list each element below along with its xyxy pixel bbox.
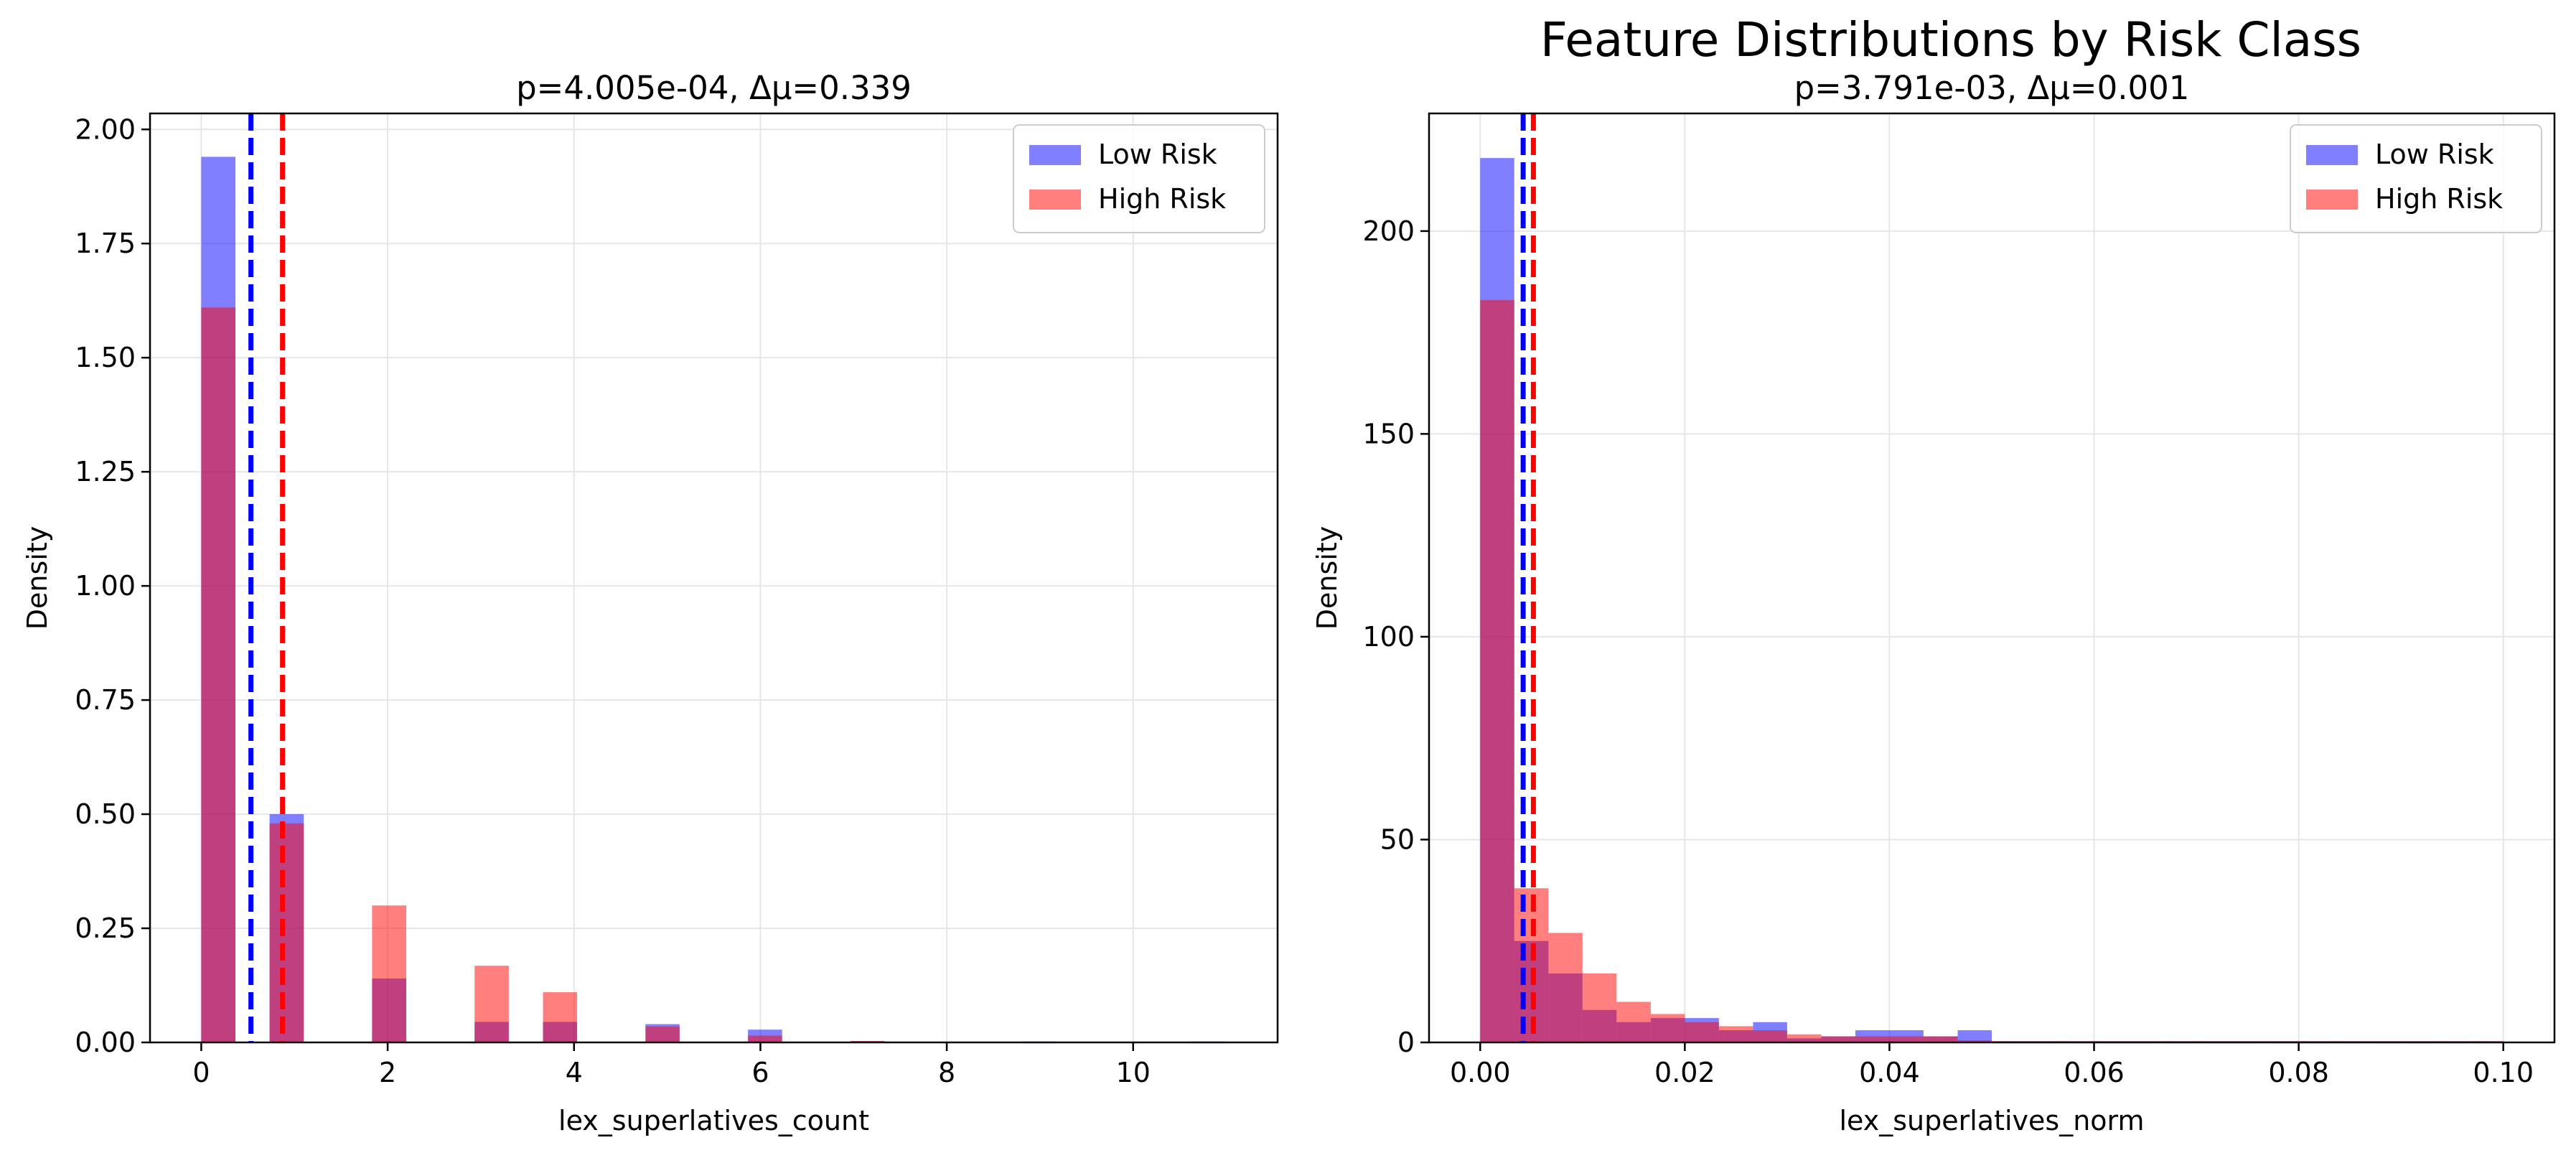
high-risk-legend-label: High Risk	[2375, 183, 2503, 215]
x-tick-label: 6	[751, 1057, 769, 1088]
high-risk-bar	[201, 307, 236, 1042]
high-risk-bar	[1616, 1001, 1651, 1042]
x-tick-label: 0.10	[2473, 1057, 2534, 1088]
high-risk-legend-label: High Risk	[1098, 183, 1226, 215]
x-tick-label: 0.06	[2064, 1057, 2125, 1088]
x-tick-label: 0.08	[2268, 1057, 2329, 1088]
panel-title: p=3.791e-03, Δμ=0.001	[1794, 69, 2190, 107]
y-tick-label: 150	[1362, 418, 1415, 449]
y-tick-label: 0.25	[75, 912, 136, 944]
high-risk-bar	[474, 966, 509, 1042]
y-tick-label: 100	[1362, 621, 1415, 653]
low-risk-legend-label: Low Risk	[2375, 139, 2494, 170]
y-tick-label: 1.00	[75, 570, 136, 602]
axes-frame	[1428, 112, 2556, 1044]
x-tick-label: 8	[938, 1057, 955, 1088]
high-risk-bar	[1582, 973, 1617, 1042]
high-risk-bar	[1685, 1022, 1719, 1042]
y-tick-label: 0.50	[75, 798, 136, 830]
legend: Low Risk High Risk	[1013, 124, 1265, 233]
histogram-panel-count: 0.00 0.25 0.50 0.75 1.00 1.25 1.50 1.75 2.00 0 2 4 6…	[22, 69, 1279, 1136]
y-tick-label: 50	[1380, 823, 1415, 855]
high-risk-bar	[543, 992, 578, 1042]
high-risk-bar	[372, 905, 407, 1042]
low-risk-legend-label: Low Risk	[1098, 139, 1217, 170]
x-tick-label: 0.02	[1654, 1057, 1715, 1088]
high-risk-bar	[1718, 1026, 1753, 1042]
y-tick-label: 0.75	[75, 684, 136, 716]
legend: Low Risk High Risk	[2290, 124, 2542, 233]
x-tick-label: 2	[379, 1057, 396, 1088]
x-tick-label: 0.04	[1859, 1057, 1920, 1088]
high-risk-bar	[1786, 1034, 1822, 1042]
y-tick-label: 1.25	[75, 456, 136, 487]
high-risk-bar	[1855, 1036, 1890, 1042]
axes-frame	[149, 112, 1279, 1044]
high-risk-legend-swatch	[2306, 190, 2358, 210]
y-tick-label: 1.75	[75, 228, 136, 259]
histogram-panel-norm: 0 50 100 150 200 0.00 0.02 0.04 0.06 0.08 0.10 p=3.…	[1311, 69, 2556, 1136]
figure-suptitle: Feature Distributions by Risk Class	[1540, 12, 2361, 67]
x-axis-label: lex_superlatives_norm	[1839, 1105, 2144, 1136]
low-risk-legend-swatch	[2306, 145, 2358, 165]
y-tick-label: 1.50	[75, 342, 136, 373]
low-risk-legend-swatch	[1029, 145, 1081, 165]
high-risk-bar	[748, 1035, 782, 1042]
high-risk-bar	[269, 823, 304, 1042]
x-tick-label: 0	[192, 1057, 210, 1088]
y-axis-label: Density	[22, 526, 53, 630]
x-tick-label: 0.00	[1450, 1057, 1511, 1088]
x-tick-label: 10	[1116, 1057, 1151, 1088]
high-risk-legend-swatch	[1029, 190, 1081, 210]
low-risk-bar	[1957, 1030, 1992, 1042]
y-tick-label: 2.00	[75, 113, 136, 145]
y-tick-label: 0	[1397, 1027, 1415, 1058]
x-tick-label: 4	[566, 1057, 583, 1088]
high-risk-bar	[1548, 933, 1583, 1042]
y-axis-label: Density	[1311, 526, 1343, 630]
high-risk-bar	[645, 1026, 680, 1042]
x-axis-label: lex_superlatives_count	[558, 1105, 869, 1136]
y-tick-label: 200	[1362, 215, 1415, 247]
high-risk-bar	[1957, 1040, 1992, 1042]
high-risk-bar	[1650, 1014, 1685, 1042]
y-tick-label: 0.00	[75, 1027, 136, 1058]
high-risk-bar	[1923, 1036, 1958, 1042]
high-risk-bar	[1821, 1036, 1855, 1042]
high-risk-bar	[1889, 1036, 1924, 1042]
high-risk-bar	[1480, 299, 1514, 1042]
panel-title: p=4.005e-04, Δμ=0.339	[516, 69, 912, 107]
high-risk-bar	[1753, 1030, 1787, 1042]
